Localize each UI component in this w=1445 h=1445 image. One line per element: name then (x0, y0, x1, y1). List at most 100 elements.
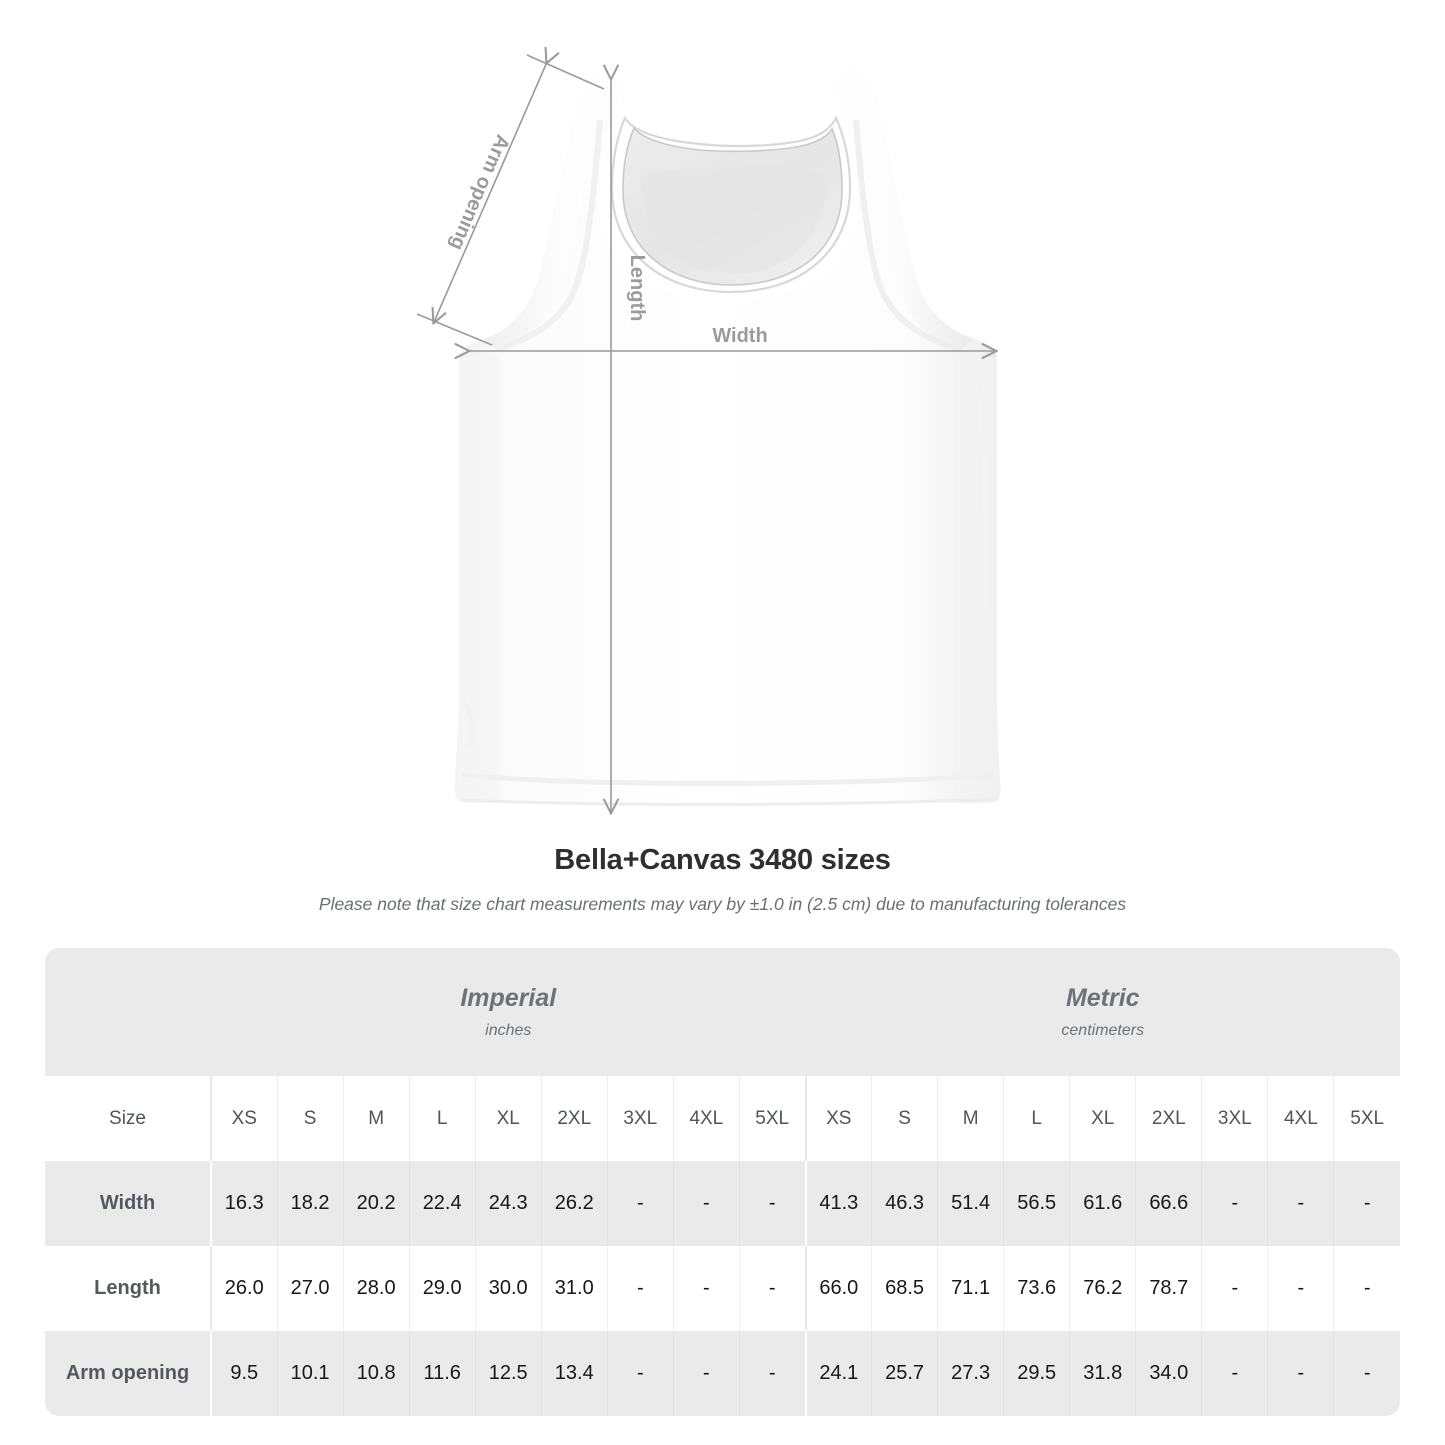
column-header-imperial-3xl: 3XL (606, 1076, 674, 1161)
size-chart-table: Imperial inches Metric centimeters Size XS S M L… (45, 948, 1400, 1416)
cell-width-imperial-l: 22.4 (408, 1161, 476, 1246)
cell-length-imperial-4xl: - (672, 1246, 740, 1331)
cell-length-metric-xl: 76.2 (1069, 1246, 1136, 1331)
cell-arm-opening-metric-xl: 31.8 (1069, 1331, 1136, 1416)
cell-length-metric-xs: 66.0 (804, 1246, 872, 1331)
cell-length-imperial-3xl: - (606, 1246, 674, 1331)
column-header-imperial-4xl: 4XL (672, 1076, 740, 1161)
cell-width-imperial-xs: 16.3 (209, 1161, 278, 1246)
garment-hem (461, 772, 996, 786)
cell-arm-opening-imperial-s: 10.1 (276, 1331, 344, 1416)
cell-length-imperial-xs: 26.0 (209, 1246, 278, 1331)
cell-arm-opening-metric-s: 25.7 (871, 1331, 938, 1416)
cell-width-metric-xs: 41.3 (804, 1161, 872, 1246)
cell-arm-opening-metric-3xl: - (1201, 1331, 1268, 1416)
column-header-metric-3xl: 3XL (1201, 1076, 1268, 1161)
garment-left-shade (454, 357, 500, 803)
column-header-metric-m: M (937, 1076, 1004, 1161)
column-header-metric-5xl: 5XL (1333, 1076, 1400, 1161)
table-row: Length 26.0 27.0 28.0 29.0 30.0 31.0- - -66.0 68.… (45, 1246, 1400, 1331)
cell-arm-opening-metric-m: 27.3 (937, 1331, 1004, 1416)
cell-length-metric-s: 68.5 (871, 1246, 938, 1331)
cell-length-metric-5xl: - (1333, 1246, 1400, 1331)
unit-banner-metric: Metric centimeters (805, 948, 1400, 1076)
dimension-lines (416, 54, 995, 812)
column-header-metric-4xl: 4XL (1267, 1076, 1334, 1161)
garment-armhole-right (853, 119, 957, 351)
cell-length-metric-2xl: 78.7 (1135, 1246, 1202, 1331)
cell-arm-opening-metric-xs: 24.1 (804, 1331, 872, 1416)
arm-opening-tick-top (526, 54, 605, 90)
unit-banner-row: Imperial inches Metric centimeters (45, 948, 1400, 1076)
garment-wrinkle-left (461, 698, 474, 749)
cell-arm-opening-metric-4xl: - (1267, 1331, 1334, 1416)
cell-length-imperial-2xl: 31.0 (540, 1246, 608, 1331)
garment-hem-line (459, 797, 997, 806)
cell-width-metric-4xl: - (1267, 1161, 1334, 1246)
cell-arm-opening-imperial-m: 10.8 (342, 1331, 410, 1416)
table-row: Arm opening 9.5 10.1 10.8 11.6 12.5 13.4- - -24.… (45, 1331, 1400, 1416)
cell-width-imperial-4xl: - (672, 1161, 740, 1246)
cell-arm-opening-imperial-l: 11.6 (408, 1331, 476, 1416)
cell-arm-opening-metric-5xl: - (1333, 1331, 1400, 1416)
cell-length-imperial-xl: 30.0 (474, 1246, 542, 1331)
garment-right-shade (955, 357, 1001, 803)
column-header-metric-xl: XL (1069, 1076, 1136, 1161)
garment-body-shape (454, 64, 1001, 803)
column-header-metric-s: S (871, 1076, 938, 1161)
cell-length-imperial-m: 28.0 (342, 1246, 410, 1331)
cell-width-metric-3xl: - (1201, 1161, 1268, 1246)
cell-arm-opening-metric-2xl: 34.0 (1135, 1331, 1202, 1416)
tank-top-graphic (454, 64, 1001, 806)
cell-width-metric-xl: 61.6 (1069, 1161, 1136, 1246)
cell-arm-opening-metric-l: 29.5 (1003, 1331, 1070, 1416)
cell-arm-opening-imperial-3xl: - (606, 1331, 674, 1416)
cell-length-metric-3xl: - (1201, 1246, 1268, 1331)
column-header-imperial-xl: XL (474, 1076, 542, 1161)
cell-width-imperial-s: 18.2 (276, 1161, 344, 1246)
cell-arm-opening-imperial-2xl: 13.4 (540, 1331, 608, 1416)
row-label-width: Width (45, 1161, 211, 1246)
cell-width-imperial-xl: 24.3 (474, 1161, 542, 1246)
garment-illustration: Arm opening Length Width (416, 0, 1001, 830)
cell-width-metric-m: 51.4 (937, 1161, 1004, 1246)
garment-strap-right (836, 64, 974, 353)
column-header-imperial-l: L (408, 1076, 476, 1161)
cell-width-metric-2xl: 66.6 (1135, 1161, 1202, 1246)
column-header-imperial-2xl: 2XL (540, 1076, 608, 1161)
cell-arm-opening-imperial-5xl: - (738, 1331, 806, 1416)
chart-header: Bella+Canvas 3480 sizes Please note that… (0, 843, 1445, 915)
row-label-length: Length (45, 1246, 211, 1331)
cell-width-imperial-3xl: - (606, 1161, 674, 1246)
unit-subtitle: inches (485, 1021, 532, 1039)
column-header-imperial-s: S (276, 1076, 344, 1161)
table-row: Width 16.3 18.2 20.2 22.4 24.3 26.2- - -41.3 46.3… (45, 1161, 1400, 1246)
arm-opening-label: Arm opening (445, 131, 513, 253)
cell-arm-opening-imperial-xs: 9.5 (209, 1331, 278, 1416)
column-header-metric-l: L (1003, 1076, 1070, 1161)
size-header-row: Size XS S M L XL 2XL 3XL 4XL 5XL XS S M L XL 2XL 3XL 4XL 5… (45, 1076, 1400, 1161)
row-label-arm-opening: Arm opening (45, 1331, 211, 1416)
unit-banner-spacer (45, 948, 211, 1076)
column-header-imperial-5xl: 5XL (738, 1076, 806, 1161)
size-table-wrapper: Imperial inches Metric centimeters Size XS S M L… (45, 948, 1400, 1416)
cell-length-metric-l: 73.6 (1003, 1246, 1070, 1331)
unit-subtitle: centimeters (1061, 1021, 1145, 1039)
page-title: Bella+Canvas 3480 sizes (554, 844, 891, 876)
garment-strap-left (482, 64, 620, 353)
cell-width-imperial-m: 20.2 (342, 1161, 410, 1246)
garment-neck-binding (610, 115, 852, 294)
cell-width-metric-l: 56.5 (1003, 1161, 1070, 1246)
tolerance-note: Please note that size chart measurements… (318, 894, 1127, 914)
column-header-metric-2xl: 2XL (1135, 1076, 1202, 1161)
garment-wrinkle-right (972, 379, 989, 611)
width-label: Width (712, 325, 767, 347)
cell-width-imperial-5xl: - (738, 1161, 806, 1246)
cell-arm-opening-imperial-4xl: - (672, 1331, 740, 1416)
cell-length-metric-4xl: - (1267, 1246, 1334, 1331)
unit-name: Metric (1065, 983, 1140, 1012)
length-label: Length (626, 255, 648, 322)
unit-banner-imperial: Imperial inches (211, 948, 806, 1076)
garment-armhole-left (499, 119, 603, 351)
cell-length-metric-m: 71.1 (937, 1246, 1004, 1331)
